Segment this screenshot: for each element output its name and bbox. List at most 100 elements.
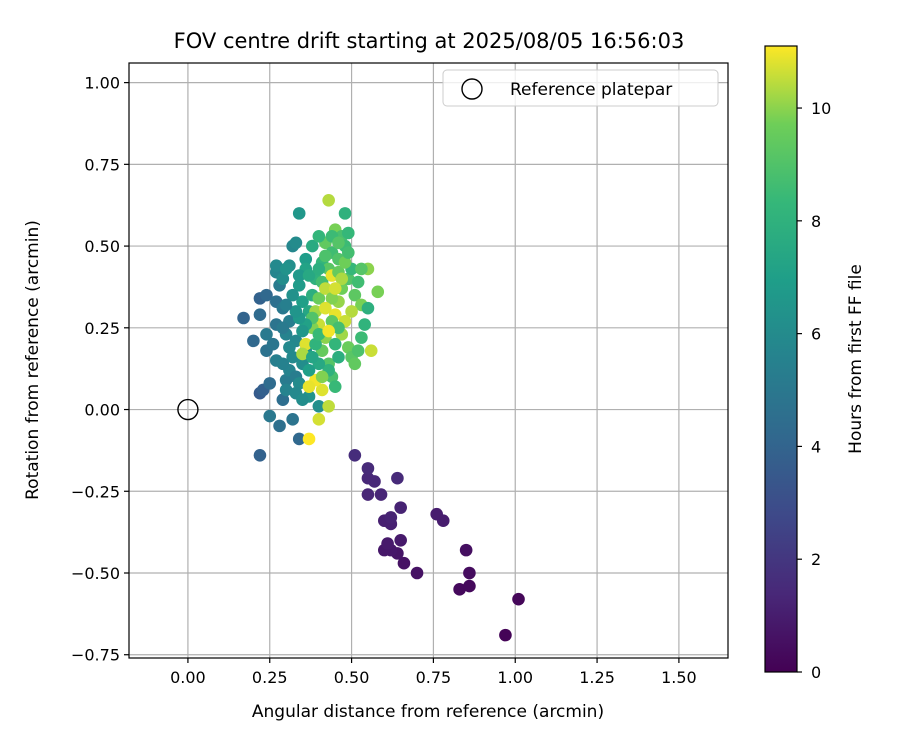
data-point xyxy=(273,420,286,433)
data-point xyxy=(254,449,267,462)
data-point xyxy=(303,364,316,377)
plot-frame xyxy=(129,63,728,658)
data-point xyxy=(365,344,378,357)
data-point xyxy=(296,393,309,406)
colorbar-ticks: 0 2 4 6 8 10 xyxy=(797,99,831,682)
y-tick-label: −0.75 xyxy=(71,646,120,665)
data-point xyxy=(263,410,276,423)
data-point xyxy=(391,472,404,485)
data-point xyxy=(381,537,394,550)
legend-label: Reference platepar xyxy=(510,80,672,100)
data-point xyxy=(319,302,332,315)
colorbar-tick-label: 10 xyxy=(811,99,831,118)
data-point xyxy=(342,227,355,240)
data-point xyxy=(349,449,362,462)
data-point xyxy=(358,318,371,331)
data-point xyxy=(362,302,375,315)
data-point xyxy=(512,593,525,606)
data-point xyxy=(375,488,388,501)
data-point xyxy=(306,351,319,364)
y-tick-label: 1.00 xyxy=(84,74,120,93)
colorbar-tick-label: 6 xyxy=(811,325,821,344)
data-point xyxy=(313,230,326,243)
data-point xyxy=(290,237,303,250)
colorbar-tick-label: 4 xyxy=(811,437,821,456)
data-point xyxy=(286,413,299,426)
x-tick-label: 0.50 xyxy=(334,668,370,687)
data-point xyxy=(277,357,290,370)
colorbar-tick-label: 0 xyxy=(811,663,821,682)
chart-title: FOV centre drift starting at 2025/08/05 … xyxy=(174,29,685,53)
y-tick-label: −0.25 xyxy=(71,482,120,501)
y-tick-label: 0.75 xyxy=(84,155,120,174)
data-point xyxy=(283,341,296,354)
data-point xyxy=(322,194,335,207)
data-point xyxy=(362,462,375,475)
legend: Reference platepar xyxy=(443,70,718,106)
data-point xyxy=(316,371,329,384)
data-point xyxy=(254,308,267,321)
data-point xyxy=(355,331,368,344)
data-point xyxy=(277,322,290,335)
data-point xyxy=(313,413,326,426)
data-point xyxy=(332,237,345,250)
data-point xyxy=(280,263,293,276)
data-point xyxy=(263,377,276,390)
colorbar: 0 2 4 6 8 10 Hours from first FF file xyxy=(765,46,866,682)
data-point xyxy=(303,433,316,446)
data-point xyxy=(349,357,362,370)
data-point xyxy=(322,400,335,413)
y-axis-label: Rotation from reference (arcmin) xyxy=(23,220,43,500)
data-point xyxy=(296,325,309,338)
data-points xyxy=(237,194,525,641)
y-tick-label: 0.25 xyxy=(84,319,120,338)
grid-lines xyxy=(129,63,728,658)
data-point xyxy=(362,488,375,501)
data-point xyxy=(371,286,384,299)
data-point xyxy=(322,325,335,338)
colorbar-label: Hours from first FF file xyxy=(846,264,866,454)
x-tick-label: 1.50 xyxy=(661,668,697,687)
colorbar-gradient xyxy=(765,46,797,672)
colorbar-tick-label: 2 xyxy=(811,550,821,569)
data-point xyxy=(313,263,326,276)
y-tick-label: 0.50 xyxy=(84,237,120,256)
data-point xyxy=(385,511,398,524)
x-tick-label: 1.00 xyxy=(497,668,533,687)
data-point xyxy=(460,544,473,557)
data-point xyxy=(329,282,342,295)
x-tick-label: 0.00 xyxy=(170,668,206,687)
data-point xyxy=(247,335,260,348)
data-point xyxy=(342,246,355,259)
x-tick-label: 0.75 xyxy=(416,668,452,687)
y-tick-label: 0.00 xyxy=(84,401,120,420)
data-point xyxy=(394,534,407,547)
data-point xyxy=(352,276,365,289)
y-axis-ticks: 1.00 0.75 0.50 0.25 0.00 −0.25 −0.50 −0.75 xyxy=(71,74,129,665)
data-point xyxy=(293,207,306,220)
data-point xyxy=(411,567,424,580)
data-point xyxy=(329,338,342,351)
data-point xyxy=(332,351,345,364)
data-point xyxy=(319,250,332,263)
data-point xyxy=(280,299,293,312)
data-point xyxy=(260,328,273,341)
data-point xyxy=(352,344,365,357)
data-point xyxy=(430,508,443,521)
colorbar-tick-label: 8 xyxy=(811,212,821,231)
y-tick-label: −0.50 xyxy=(71,564,120,583)
data-point xyxy=(499,629,512,642)
x-axis-label: Angular distance from reference (arcmin) xyxy=(252,702,604,722)
x-tick-label: 1.25 xyxy=(579,668,615,687)
x-axis-ticks: 0.00 0.25 0.50 0.75 1.00 1.25 1.50 xyxy=(170,658,697,687)
x-tick-label: 0.25 xyxy=(252,668,288,687)
data-point xyxy=(394,501,407,514)
data-point xyxy=(237,312,250,325)
data-point xyxy=(339,207,352,220)
data-point xyxy=(329,380,342,393)
data-point xyxy=(463,567,476,580)
data-point xyxy=(355,263,368,276)
data-point xyxy=(303,380,316,393)
